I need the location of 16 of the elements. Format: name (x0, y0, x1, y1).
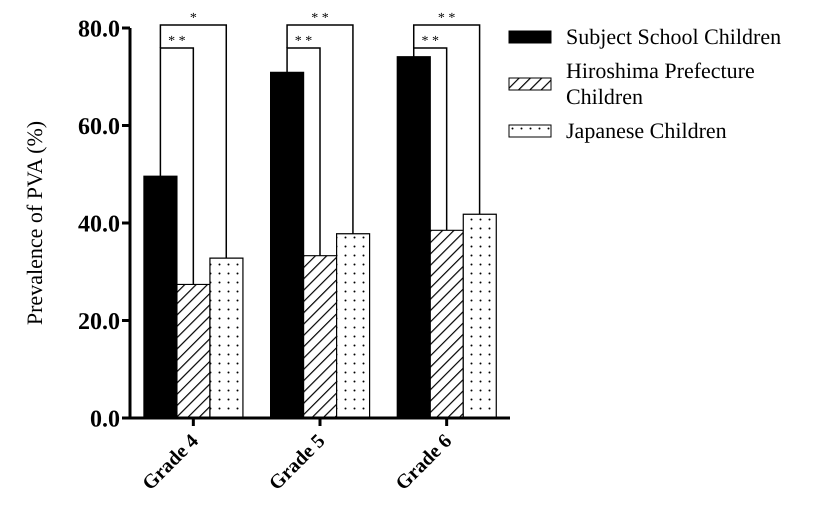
y-tick-label: 0.0 (90, 406, 120, 433)
significance-bracket: * * (160, 34, 194, 284)
annotation: * * (294, 34, 312, 49)
annotation: * * (421, 34, 439, 49)
significance-bracket: * * (286, 34, 321, 256)
y-axis-title: Prevalence of PVA (%) (22, 120, 47, 326)
legend-label: Subject School Children (566, 24, 782, 50)
significance-bracket: * * (412, 34, 448, 230)
y-tick-label: 40.0 (78, 212, 120, 238)
y-tick-label: 80.0 (78, 16, 120, 43)
legend-label: Japanese Children (566, 118, 727, 144)
annotation: * * (168, 34, 186, 49)
y-tick-label: 60.0 (78, 114, 120, 140)
y-tick-label: 20.0 (78, 309, 120, 336)
text: * * (311, 11, 329, 26)
legend-label: Hiroshima Prefecture Children (566, 58, 756, 110)
